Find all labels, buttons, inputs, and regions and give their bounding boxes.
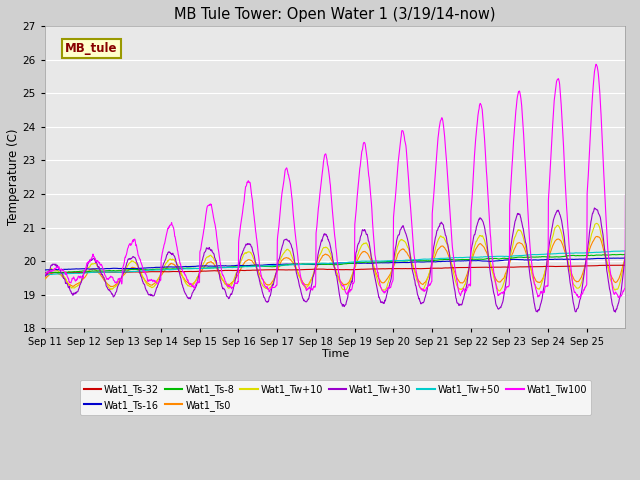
Legend: Wat1_Ts-32, Wat1_Ts-16, Wat1_Ts-8, Wat1_Ts0, Wat1_Tw+10, Wat1_Tw+30, Wat1_Tw+50,: Wat1_Ts-32, Wat1_Ts-16, Wat1_Ts-8, Wat1_…	[79, 380, 591, 415]
Title: MB Tule Tower: Open Water 1 (3/19/14-now): MB Tule Tower: Open Water 1 (3/19/14-now…	[175, 7, 496, 22]
Y-axis label: Temperature (C): Temperature (C)	[7, 129, 20, 226]
Text: MB_tule: MB_tule	[65, 42, 118, 55]
X-axis label: Time: Time	[322, 349, 349, 359]
